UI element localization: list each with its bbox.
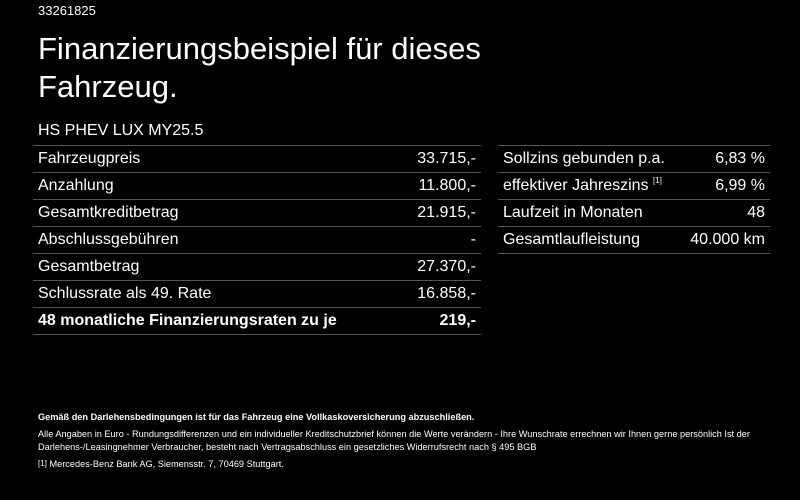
row-label: Gesamtkreditbetrag: [33, 199, 400, 227]
footnote-line: [1] Mercedes-Benz Bank AG, Siemensstr. 7…: [38, 458, 778, 471]
row-label: Anzahlung: [33, 172, 400, 200]
monthly-rate-row: 48 monatliche Finanzierungsraten zu je 2…: [33, 307, 481, 335]
footnote-marker: [1]: [653, 176, 662, 185]
row-value: 21.915,-: [399, 199, 481, 227]
offer-id: 33261825: [38, 3, 96, 18]
row-label: Laufzeit in Monaten: [498, 199, 681, 227]
row-label: Gesamtbetrag: [33, 253, 400, 281]
table-row: Schlussrate als 49. Rate 16.858,-: [33, 280, 481, 308]
row-value: 33.715,-: [399, 145, 481, 173]
vehicle-model: HS PHEV LUX MY25.5: [38, 122, 204, 139]
row-label-cell: effektiver Jahreszins [1]: [498, 172, 681, 200]
row-label: Gesamtlaufleistung: [498, 226, 681, 254]
table-row: Abschlussgebühren -: [33, 226, 481, 254]
legal-notes: Gemäß den Darlehensbedingungen ist für d…: [38, 411, 778, 471]
interest-table: Sollzins gebunden p.a. 6,83 % effektiver…: [498, 145, 770, 254]
row-value: 40.000 km: [680, 226, 770, 254]
row-value: 16.858,-: [399, 280, 481, 308]
row-label: effektiver Jahreszins: [503, 177, 649, 194]
table-row: Gesamtkreditbetrag 21.915,-: [33, 199, 481, 227]
row-label: Fahrzeugpreis: [33, 145, 400, 173]
financing-table: Fahrzeugpreis 33.715,- Anzahlung 11.800,…: [33, 145, 481, 335]
footnote-marker: [1]: [38, 459, 47, 468]
row-value: 6,83 %: [680, 145, 770, 173]
footnote-text: Mercedes-Benz Bank AG, Siemensstr. 7, 70…: [49, 459, 284, 469]
page-title: Finanzierungsbeispiel für dieses Fahrzeu…: [38, 31, 481, 104]
table-row: Sollzins gebunden p.a. 6,83 %: [498, 145, 770, 173]
row-label: Sollzins gebunden p.a.: [498, 145, 681, 173]
table-row: Gesamtbetrag 27.370,-: [33, 253, 481, 281]
row-value: 11.800,-: [399, 172, 481, 200]
table-row: Gesamtlaufleistung 40.000 km: [498, 226, 770, 254]
row-label: Schlussrate als 49. Rate: [33, 280, 400, 308]
monthly-rate-value: 219,-: [399, 307, 481, 335]
table-row: Fahrzeugpreis 33.715,-: [33, 145, 481, 173]
table-row: Anzahlung 11.800,-: [33, 172, 481, 200]
row-label: 48 monatliche Finanzierungsraten zu je: [33, 307, 400, 335]
insurance-note: Gemäß den Darlehensbedingungen ist für d…: [38, 412, 475, 422]
table-row: Laufzeit in Monaten 48: [498, 199, 770, 227]
row-value: 48: [680, 199, 770, 227]
row-value: -: [399, 226, 481, 254]
row-value: 6,99 %: [680, 172, 770, 200]
disclaimer-text: Alle Angaben in Euro - Rundungsdifferenz…: [38, 429, 750, 452]
row-label: Abschlussgebühren: [33, 226, 400, 254]
table-row: effektiver Jahreszins [1] 6,99 %: [498, 172, 770, 200]
row-value: 27.370,-: [399, 253, 481, 281]
